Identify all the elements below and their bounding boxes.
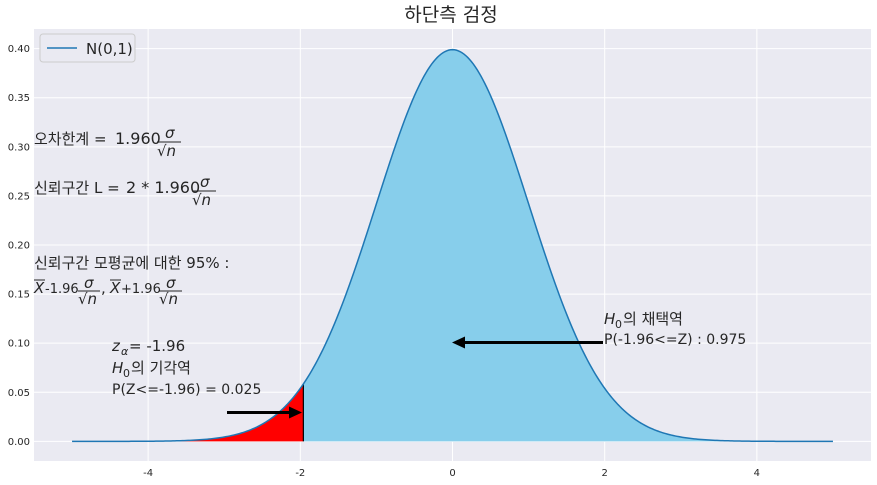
- y-tick-label: 0.25: [8, 191, 30, 202]
- ci-mean-sigma-1: σ: [84, 274, 94, 292]
- ci-mean-plus: +1.96: [121, 282, 161, 297]
- ci-length-sqrt-n: √n: [192, 191, 211, 209]
- legend-label: N(0,1): [86, 40, 133, 58]
- reject-prob: P(Z<=-1.96) = 0.025: [112, 382, 261, 398]
- x-tick-label: 4: [754, 468, 760, 479]
- fill-acceptance: [303, 49, 833, 442]
- error-limit-sigma: σ: [165, 124, 175, 142]
- error-limit-sqrt-n: √n: [157, 142, 176, 160]
- ci-mean-sqrt-n-2: √n: [159, 290, 178, 308]
- x-tick-label: 0: [449, 468, 455, 479]
- ci-length-sigma: σ: [200, 173, 210, 191]
- arrow-to-rejection-head: [289, 406, 302, 419]
- y-tick-label: 0.40: [8, 44, 30, 55]
- ci-mean-xbar-1: X: [33, 279, 45, 297]
- legend-box: [39, 33, 136, 63]
- y-tick-label: 0.35: [8, 93, 30, 104]
- error-limit-coef: 1.960: [115, 129, 161, 148]
- series-line-normal: [72, 48, 833, 443]
- ci-mean-sigma-2: σ: [166, 274, 176, 292]
- y-tick-label: 0.15: [8, 290, 30, 301]
- x-tick-label: -2: [295, 468, 305, 479]
- annotation-ci-length: 신뢰구간 L = 2 * 1.960 σ √n: [34, 173, 216, 209]
- legend: N(0,1): [39, 33, 136, 63]
- fill-rejection: [72, 383, 304, 442]
- z-alpha-z: z: [111, 337, 121, 355]
- accept-text: 의 채택역: [623, 310, 683, 328]
- x-tick-label: -4: [143, 468, 153, 479]
- ci-mean-minus: -1.96: [45, 282, 79, 297]
- y-tick-label: 0.30: [8, 142, 30, 153]
- y-tick-label: 0.05: [8, 388, 30, 399]
- series-lines: [72, 48, 833, 443]
- accept-sub: 0: [615, 318, 622, 331]
- x-tick-label: 2: [601, 468, 607, 479]
- ci-mean-xbar-2: X: [109, 279, 121, 297]
- annotation-error-limit: 오차한계 = 1.960 σ √n: [34, 124, 181, 160]
- ci-length-coef: 2 * 1.960: [126, 178, 200, 197]
- y-tick-label: 0.00: [8, 437, 30, 448]
- z-alpha-value: = -1.96: [129, 337, 185, 355]
- arrow-to-acceptance-head: [452, 336, 465, 349]
- ci-length-prefix: 신뢰구간 L =: [34, 179, 120, 197]
- ci-mean-comma: ,: [101, 279, 106, 297]
- annotation-ci-mean: 신뢰구간 모평균에 대한 95% : X -1.96 σ √n , X +1.9…: [33, 254, 229, 308]
- y-tick-label: 0.10: [8, 339, 30, 350]
- reject-sub: 0: [123, 367, 130, 380]
- ci-mean-line1: 신뢰구간 모평균에 대한 95% :: [34, 254, 229, 272]
- area-fills: [72, 49, 833, 442]
- reject-h: H: [112, 359, 123, 377]
- chart-title: 하단측 검정: [404, 4, 497, 26]
- z-alpha-sub: α: [121, 345, 129, 358]
- y-tick-label: 0.20: [8, 241, 30, 252]
- arrows: [227, 336, 603, 419]
- annotation-acceptance: H 0 의 채택역 P(-1.96<=Z) : 0.975: [604, 310, 746, 348]
- annotation-rejection: z α = -1.96 H 0 의 기각역 P(Z<=-1.96) = 0.02…: [111, 337, 261, 398]
- tick-labels: 0.00 0.05 0.10 0.15 0.20 0.25 0.30 0.35 0.40 -4 -2…: [8, 44, 760, 479]
- accept-h: H: [604, 310, 615, 328]
- accept-prob: P(-1.96<=Z) : 0.975: [604, 332, 746, 348]
- reject-text: 의 기각역: [131, 359, 191, 377]
- error-limit-prefix: 오차한계 =: [34, 130, 107, 148]
- ci-mean-sqrt-n-1: √n: [78, 290, 97, 308]
